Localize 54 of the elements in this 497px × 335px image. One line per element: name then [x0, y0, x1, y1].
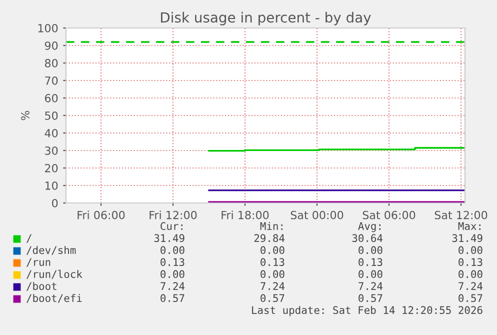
text: Max: [458, 222, 480, 230]
x-tick-label: Sat 06:00 [362, 210, 416, 220]
x-tick-label: Sat 00:00 [290, 210, 344, 220]
text: 0.00 [358, 270, 382, 278]
text: 0.57 [260, 294, 284, 302]
x-tick-label: Fri 12:00 [150, 210, 197, 220]
text: Min: [260, 222, 282, 230]
legend-label: /run [26, 258, 50, 267]
y-tick-label: 30 [45, 146, 58, 155]
text: 31.49 [154, 234, 184, 242]
text: 0.13 [358, 258, 382, 266]
text: 0.00 [458, 270, 482, 278]
legend-label: /dev/shm [26, 246, 76, 255]
y-tick-label: 10 [45, 181, 58, 190]
text: 0.57 [458, 294, 482, 302]
text: 0.00 [260, 246, 284, 254]
text: 30.64 [352, 234, 383, 242]
x-tick-label: Fri 06:00 [78, 210, 125, 220]
text: 0.57 [358, 294, 382, 302]
text: 0.00 [358, 246, 382, 254]
text: 31.49 [452, 234, 482, 242]
text: 7.24 [358, 282, 383, 290]
x-tick-label: Fri 18:00 [222, 210, 269, 220]
text: 0.57 [160, 294, 184, 302]
text: Cur: [160, 222, 182, 230]
text: 0.13 [458, 258, 482, 266]
y-tick-label: 80 [44, 58, 58, 68]
text: 7.24 [260, 282, 285, 290]
text: 0.00 [160, 246, 184, 254]
y-tick-label: 50 [45, 111, 58, 120]
y-tick-label: 70 [45, 76, 58, 85]
text: 0.00 [458, 246, 482, 254]
text: Last update: Sat Feb 14 12:20:55 2026 [252, 306, 482, 316]
text: 7.24 [160, 282, 185, 290]
legend-label: / [26, 234, 32, 243]
text: 0.13 [160, 258, 184, 266]
y-tick-label: 90 [44, 41, 58, 50]
text: 0.00 [160, 270, 184, 278]
y-tick-label: 20 [45, 164, 58, 172]
text: 7.24 [458, 282, 483, 290]
text: Avg: [358, 222, 380, 232]
text: 0.13 [260, 258, 284, 266]
y-tick-label: 100 [38, 24, 58, 32]
y-tick-label: 60 [45, 94, 58, 102]
x-tick-label: Sat 12:00 [434, 210, 488, 220]
chart-title: Disk usage in percent - by day [161, 12, 371, 26]
y-tick-label: 40 [44, 128, 58, 138]
legend-label: /boot [26, 282, 56, 291]
y-tick-label: 0 [52, 198, 58, 208]
legend-label: /run/lock [26, 270, 82, 279]
text: 29.84 [254, 234, 285, 242]
legend-label: /boot/efi [26, 294, 82, 303]
text: 0.00 [260, 270, 284, 278]
y-axis-title: % [21, 110, 30, 120]
